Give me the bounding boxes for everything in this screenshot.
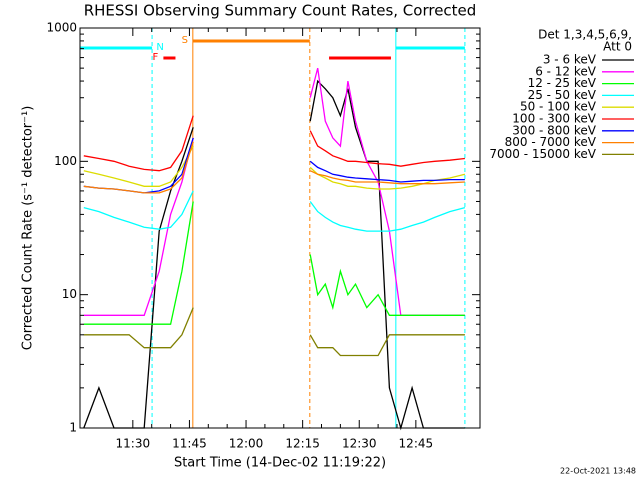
flag-label: F [153, 52, 159, 63]
x-tick-label: 11:30 [116, 437, 151, 451]
footer: 22-Oct-2021 13:48 [560, 467, 636, 476]
legend-label: 300 - 800 keV [512, 123, 596, 137]
x-tick-label: 12:15 [285, 437, 320, 451]
legend-label: 7000 - 15000 keV [489, 147, 596, 161]
x-tick-label: 12:45 [399, 437, 434, 451]
legend-label: 800 - 7000 keV [505, 135, 597, 149]
legend-label: 50 - 100 keV [520, 100, 597, 114]
series-line [83, 115, 465, 172]
y-tick-label: 1 [69, 421, 77, 435]
series-line [83, 307, 465, 357]
legend-label: 12 - 25 keV [528, 76, 597, 90]
legend-label: 6 - 12 keV [535, 64, 597, 78]
flag-label: N [156, 42, 163, 53]
series-line [83, 201, 465, 325]
x-tick-label: 12:30 [342, 437, 377, 451]
x-axis-label: Start Time (14-Dec-02 11:19:22) [174, 456, 386, 471]
y-tick-label: 100 [54, 154, 77, 168]
legend-label: 3 - 6 keV [543, 53, 597, 67]
chart-title: RHESSI Observing Summary Count Rates, Co… [84, 2, 477, 20]
plot-frame [79, 27, 481, 429]
y-axis-label: Corrected Count Rate (s⁻¹ detector⁻¹) [21, 106, 36, 351]
legend-label: 25 - 50 keV [528, 88, 597, 102]
y-tick-label: 10 [62, 287, 77, 301]
series-line [83, 145, 466, 190]
legend-label: 100 - 300 keV [512, 112, 596, 126]
x-tick-label: 11:45 [172, 437, 207, 451]
x-tick-label: 12:00 [229, 437, 264, 451]
flag-label: S [182, 35, 188, 46]
legend-title: Det 1,3,4,5,6,9, [538, 28, 632, 42]
series-line [83, 141, 465, 194]
y-tick-label: 1000 [46, 21, 77, 35]
series-line [83, 190, 466, 232]
legend-title: Att 0 [603, 40, 632, 54]
